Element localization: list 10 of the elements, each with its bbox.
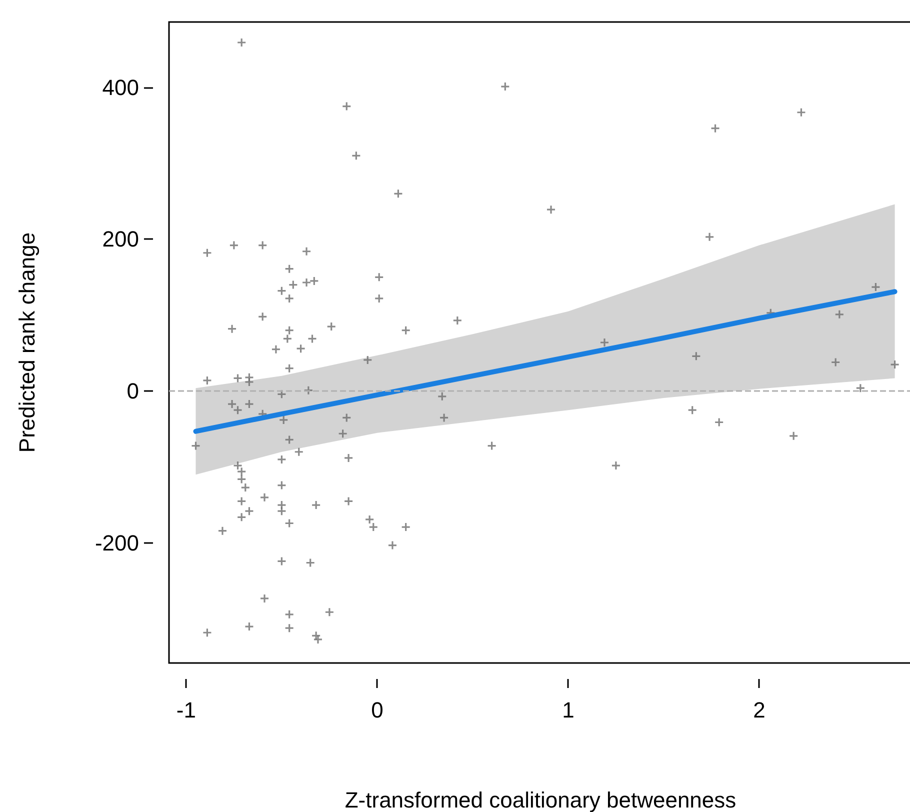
x-tick-label: 0 <box>371 698 384 722</box>
y-axis-title: Predicted rank change <box>14 232 40 453</box>
y-tick-label: 200 <box>102 226 139 252</box>
x-tick-label: 2 <box>753 698 766 722</box>
x-axis-title: Z-transformed coalitionary betweenness <box>344 788 736 812</box>
y-tick-label: 400 <box>102 74 139 100</box>
y-tick-label: -200 <box>94 530 139 556</box>
x-tick-label: -1 <box>176 698 196 722</box>
y-tick-label: 0 <box>126 378 139 404</box>
x-tick-label: 1 <box>562 698 574 722</box>
